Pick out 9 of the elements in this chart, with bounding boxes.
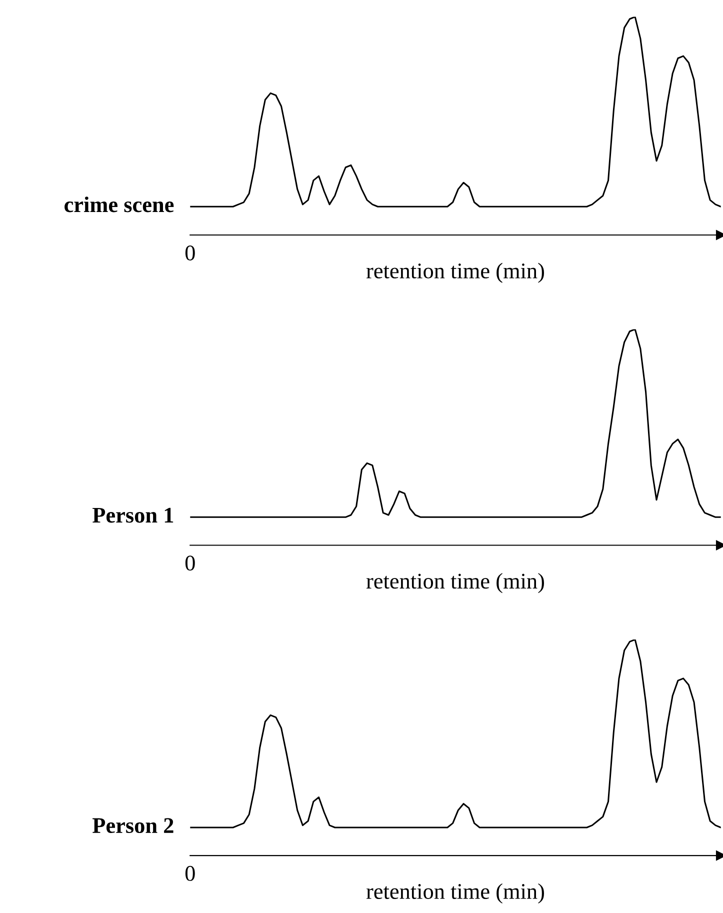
y-axis-title: Person 1 (92, 508, 174, 523)
y-axis-title: crime scene (64, 196, 174, 212)
x-axis-title: retention time (min) (366, 573, 544, 594)
y-axis-title: Person 2 (92, 818, 174, 834)
text: 0 (185, 245, 195, 260)
x-axis-title: retention time (min) (366, 262, 544, 283)
text: 0 (185, 866, 195, 881)
text: 0 (185, 556, 195, 571)
x-axis-title: retention time (min) (366, 883, 544, 904)
